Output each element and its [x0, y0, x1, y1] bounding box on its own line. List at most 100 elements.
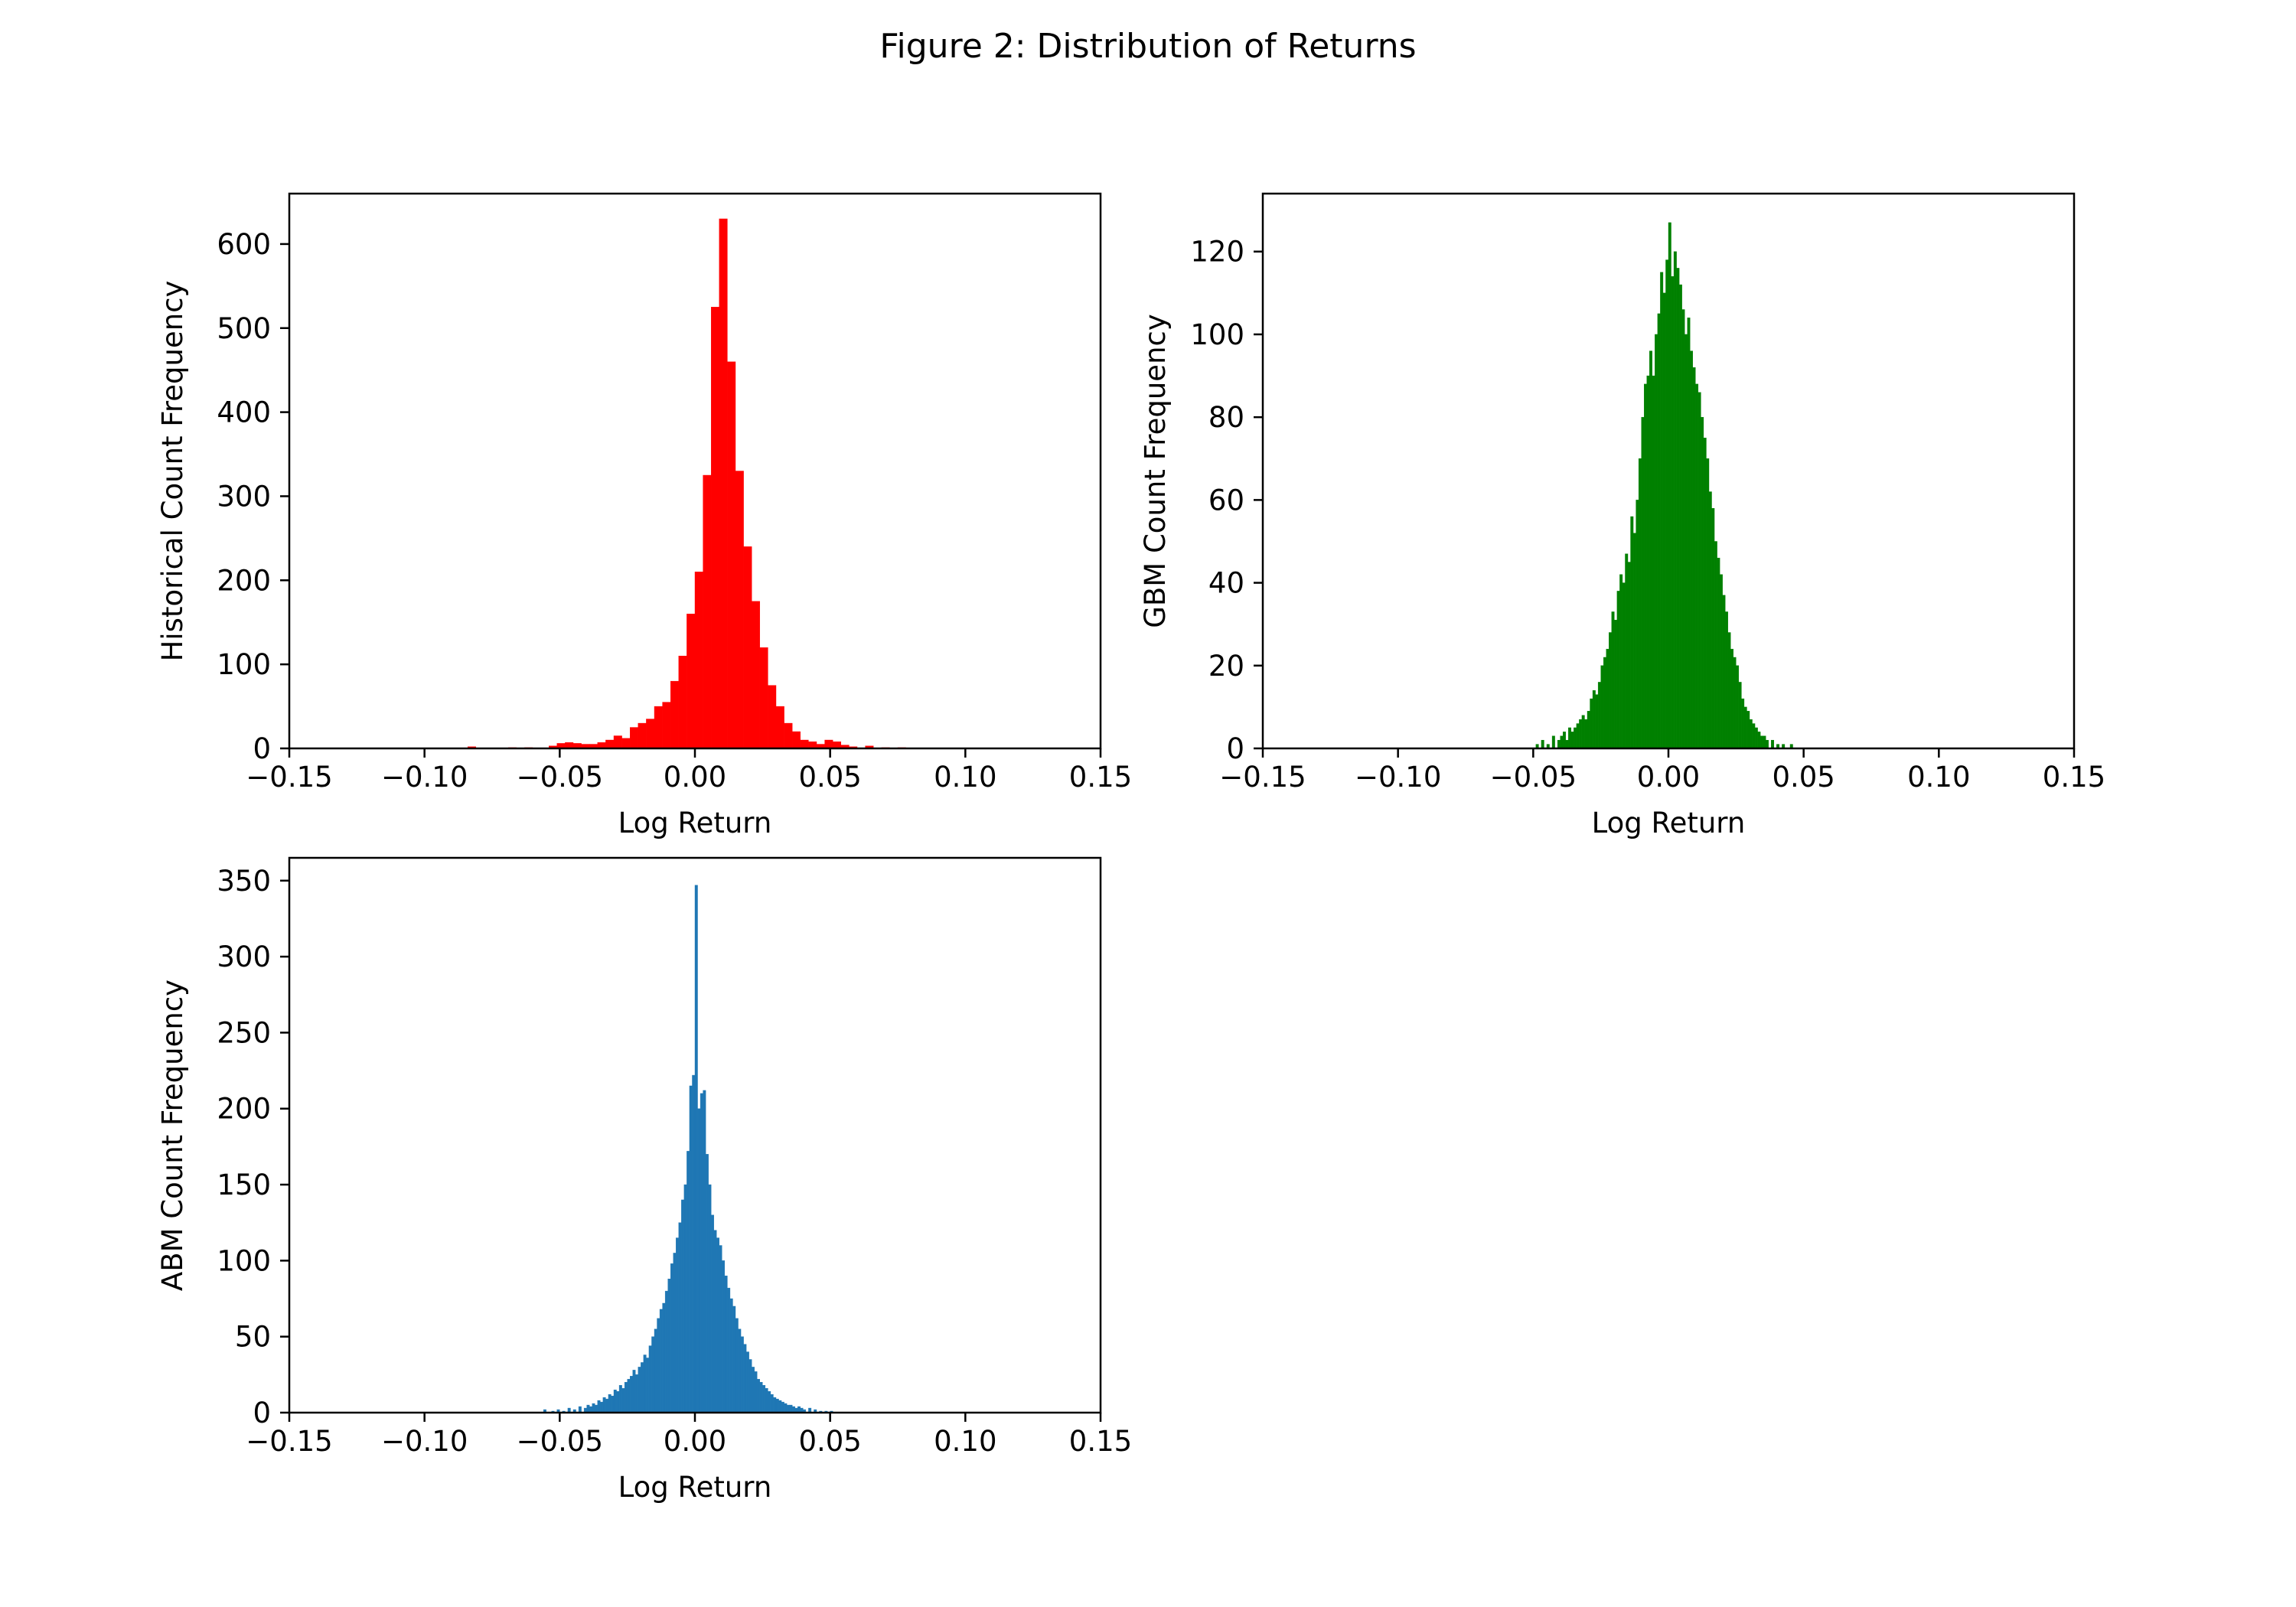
histogram-bar — [1727, 632, 1731, 749]
histogram-bar — [1733, 657, 1737, 749]
histogram-bar — [1722, 595, 1726, 749]
histogram-bar — [762, 1385, 766, 1413]
histogram-bar — [748, 1359, 752, 1413]
histogram-bar — [678, 655, 687, 749]
histogram-bar — [1622, 582, 1626, 749]
histogram-bar — [703, 474, 712, 749]
histogram-bar — [1717, 557, 1720, 749]
histogram-bar — [638, 1367, 641, 1413]
histogram-bar — [759, 1382, 763, 1413]
histogram-bar — [1684, 334, 1688, 749]
histogram-bar — [808, 742, 817, 749]
histogram-bar — [784, 1403, 788, 1413]
histogram-bar — [697, 1108, 701, 1413]
y-tick-label: 80 — [1208, 401, 1244, 434]
histogram-bar — [729, 1298, 733, 1413]
y-tick-label: 100 — [217, 648, 271, 681]
histogram-bar — [664, 1290, 668, 1413]
histogram-bar — [722, 1260, 726, 1413]
histogram-bar — [678, 1222, 682, 1413]
histogram-bar — [1606, 648, 1609, 749]
histogram-bar — [732, 1305, 736, 1413]
histogram-bar — [765, 1388, 768, 1413]
histogram-bar — [1771, 739, 1775, 749]
histogram-bar — [616, 1390, 620, 1413]
histogram-bar — [621, 1388, 625, 1413]
histogram-bar — [1565, 739, 1569, 749]
histogram-bar — [752, 1367, 755, 1413]
histogram-bar — [1636, 500, 1639, 749]
histogram-bar — [1698, 392, 1701, 749]
histogram-bar — [1570, 732, 1574, 749]
histogram-bar — [1590, 698, 1593, 749]
histogram-bar — [1665, 259, 1669, 749]
histogram-bar — [1592, 690, 1596, 749]
histogram-bar — [703, 1090, 706, 1413]
y-axis-label: GBM Count Frequency — [1139, 314, 1172, 628]
histogram-bar — [1701, 416, 1704, 749]
histogram-bar — [592, 1403, 595, 1413]
histogram-bar — [692, 1074, 696, 1413]
histogram-bar — [754, 1371, 758, 1413]
histogram-bar — [1660, 272, 1664, 749]
histogram-bar — [689, 1085, 693, 1413]
histogram-bar — [1695, 383, 1699, 749]
histogram-bar — [1706, 458, 1710, 749]
histogram-bar — [597, 1400, 601, 1413]
histogram-bar — [789, 1404, 793, 1413]
y-tick-label: 0 — [1226, 732, 1244, 765]
y-tick-label: 0 — [253, 732, 271, 765]
histogram-bar — [648, 1345, 652, 1413]
histogram-bar — [768, 685, 777, 749]
histogram-bar — [759, 647, 768, 749]
histogram-bar — [1668, 222, 1671, 749]
histogram-bar — [1657, 313, 1661, 749]
histogram-bar — [800, 739, 809, 749]
histogram-bar — [708, 1184, 712, 1413]
histogram-bar — [611, 1395, 615, 1413]
histogram-bar — [1711, 507, 1715, 749]
panels: −0.15 −0.10 −0.05 0.00 0.05 0.10 0.15010020030… — [156, 192, 2105, 1504]
histogram-bar — [1692, 367, 1696, 749]
histogram-bar — [694, 885, 698, 1413]
y-tick-label: 600 — [217, 228, 271, 261]
histogram-bar — [743, 1344, 747, 1413]
x-tick-label: −0.15 — [246, 1425, 332, 1458]
histogram-bar — [638, 722, 647, 749]
histogram-bar — [618, 1385, 622, 1413]
histogram-bar — [1738, 682, 1742, 749]
histogram-bar — [711, 307, 720, 749]
histogram-bar — [1643, 383, 1647, 749]
histogram-bar — [1627, 562, 1631, 749]
histogram-bar — [673, 1253, 677, 1413]
histogram-bar — [662, 1302, 666, 1413]
histogram-bar — [713, 1230, 717, 1413]
histogram-bar — [1736, 665, 1740, 749]
histogram-bar — [791, 731, 801, 749]
histogram-bar — [1649, 350, 1653, 749]
x-tick-label: −0.05 — [517, 1425, 603, 1458]
histogram-bar — [1581, 715, 1585, 749]
histogram-bar — [1703, 438, 1707, 749]
histogram-bar — [600, 1401, 604, 1413]
x-tick-label: 0.15 — [1069, 761, 1132, 794]
histogram-bar — [654, 706, 663, 749]
histogram-bar — [727, 361, 736, 749]
y-tick-label: 40 — [1208, 567, 1244, 600]
histogram-bar — [1600, 665, 1604, 749]
histogram-bar — [716, 1237, 720, 1413]
x-tick-label: −0.10 — [1355, 761, 1441, 794]
histogram-bar — [1584, 719, 1588, 749]
histogram-bar — [635, 1374, 639, 1413]
histogram-bar — [1562, 732, 1566, 749]
histogram-bar — [775, 1398, 779, 1413]
y-tick-label: 250 — [217, 1016, 271, 1049]
histogram-bar — [1574, 727, 1577, 749]
x-tick-label: 0.05 — [798, 1425, 861, 1458]
histogram-bar — [1681, 309, 1685, 749]
histogram-bar — [1687, 318, 1691, 749]
histogram-bar — [630, 1376, 633, 1413]
histogram-bar — [670, 680, 680, 749]
histogram-bar — [667, 1279, 671, 1413]
y-tick-label: 200 — [217, 1093, 271, 1126]
